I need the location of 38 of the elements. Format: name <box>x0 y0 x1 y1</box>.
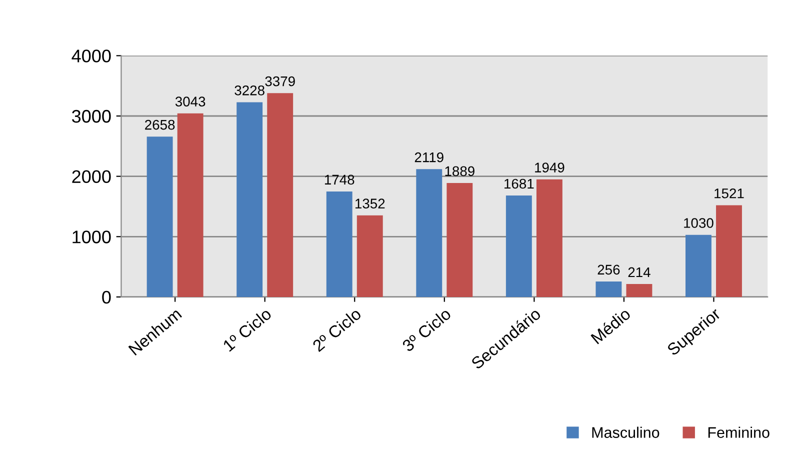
data-label: 2658 <box>145 120 175 130</box>
bar <box>326 192 352 297</box>
bar <box>626 284 652 297</box>
bar <box>146 136 173 297</box>
data-label: 3043 <box>175 96 206 106</box>
x-tick-label: 2º Ciclo <box>312 307 362 352</box>
data-label: 1681 <box>504 178 534 189</box>
bar <box>686 234 712 297</box>
y-tick-label: 1000 <box>72 230 111 244</box>
bar <box>416 169 442 297</box>
bar <box>356 215 383 297</box>
bar <box>536 179 562 297</box>
data-label: 2119 <box>414 152 444 162</box>
data-label: 3379 <box>265 76 295 86</box>
bar <box>446 183 473 297</box>
bar <box>596 282 622 297</box>
data-label: 1521 <box>714 188 744 198</box>
data-label: 214 <box>628 267 650 278</box>
data-label: 1889 <box>445 166 474 176</box>
y-tick-label: 3000 <box>72 110 111 123</box>
legend-label: Masculino <box>592 426 660 438</box>
data-label: 1748 <box>324 174 354 185</box>
legend-label: Feminino <box>708 426 770 438</box>
data-label: 256 <box>598 264 620 275</box>
data-label: 3228 <box>234 86 264 96</box>
data-label: 1030 <box>684 218 714 228</box>
bar <box>177 113 204 297</box>
data-label: 1949 <box>535 162 564 172</box>
y-tick-label: 4000 <box>72 50 111 62</box>
bar <box>236 102 263 297</box>
y-tick-label: 0 <box>102 290 111 304</box>
x-tick-label: 1º Ciclo <box>222 307 272 352</box>
x-tick-label: 3º Ciclo <box>401 307 452 352</box>
bar <box>506 196 532 297</box>
y-tick-label: 2000 <box>72 170 111 184</box>
bar <box>716 205 742 297</box>
data-label: 1352 <box>355 198 385 208</box>
bar <box>267 93 294 297</box>
